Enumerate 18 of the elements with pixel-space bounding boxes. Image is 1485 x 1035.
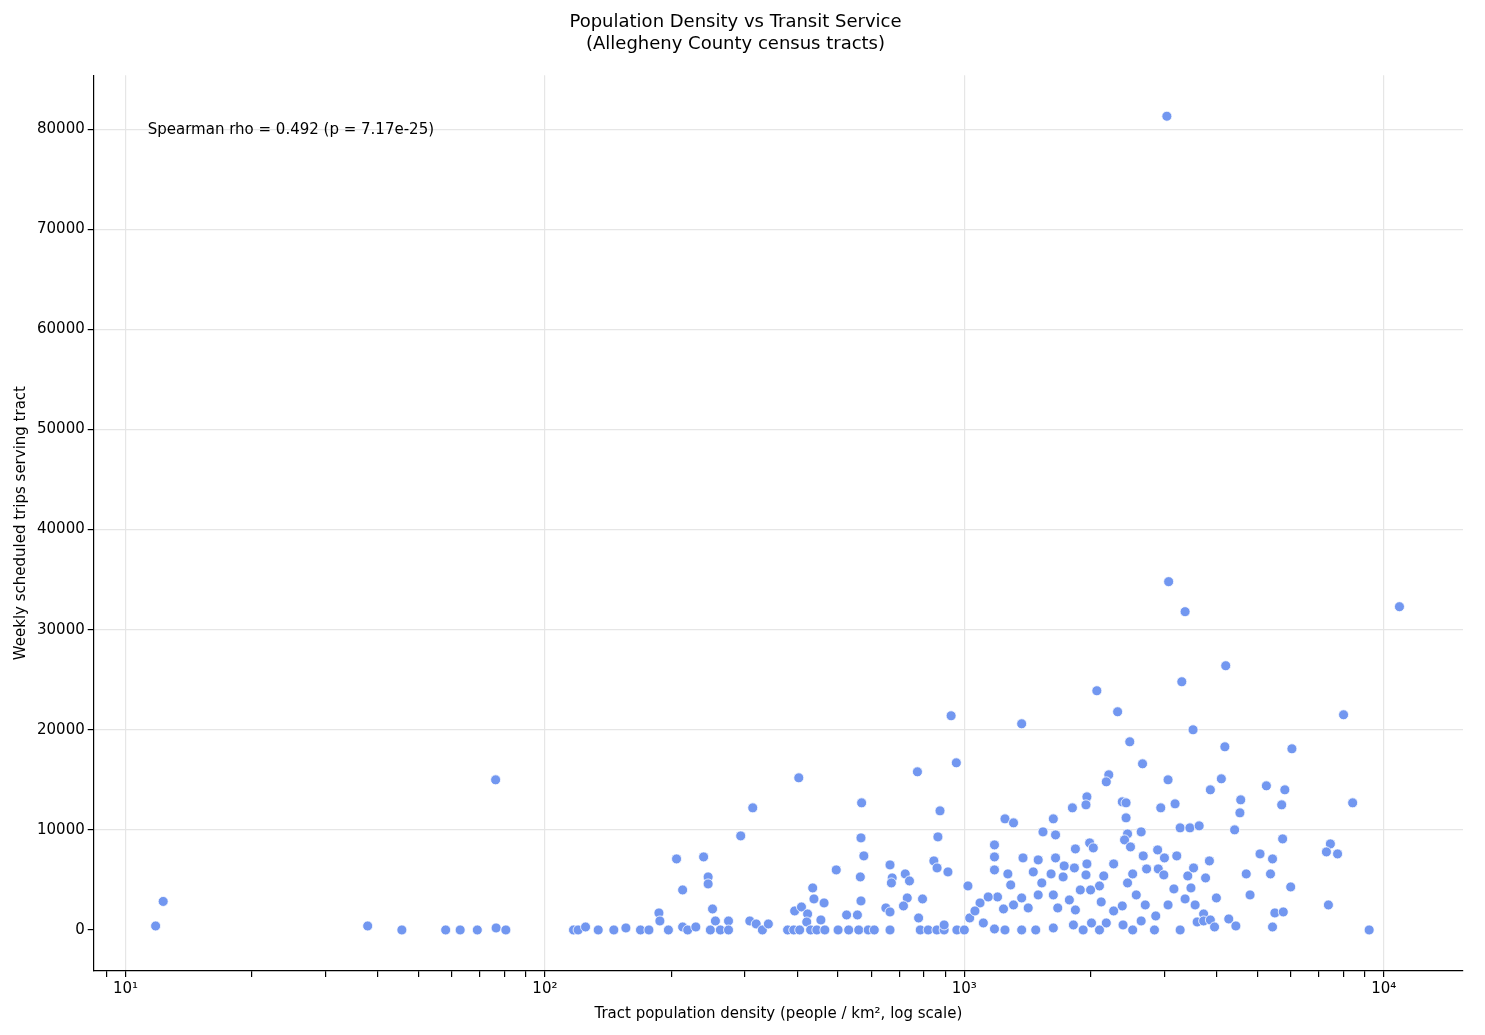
chart-subtitle: (Allegheny County census tracts): [585, 32, 886, 54]
y-tick-label: 60000: [37, 319, 85, 338]
y-tick-label: 20000: [37, 719, 85, 738]
y-tick-label: 0: [75, 919, 85, 938]
x-tick-label: 10¹: [112, 978, 139, 997]
chart-title: Population Density vs Transit Service: [569, 10, 902, 32]
y-axis-title: Weekly scheduled trips serving tract: [10, 385, 29, 661]
y-tick-label: 30000: [37, 619, 85, 638]
x-tick-label: 10²: [532, 978, 558, 997]
y-tick-label: 40000: [37, 519, 85, 538]
x-tick-label: 10⁴: [1371, 978, 1397, 997]
annotation: Spearman rho = 0.492 (p = 7.17e-25): [147, 120, 435, 139]
x-tick-label: 10³: [951, 978, 977, 997]
x-axis-title: Tract population density (people / km², log scale): [593, 1003, 963, 1022]
y-tick-label: 50000: [37, 419, 85, 438]
y-tick-label: 10000: [37, 819, 85, 838]
y-tick-label: 70000: [37, 219, 85, 238]
y-tick-label: 80000: [37, 119, 85, 138]
